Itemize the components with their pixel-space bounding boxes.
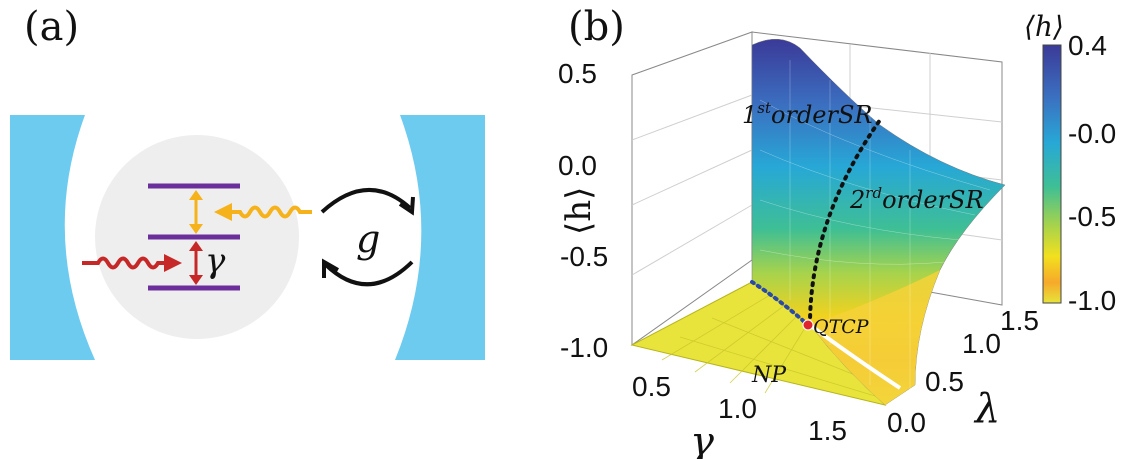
x-tick-1: 1.0 <box>718 393 757 424</box>
x-tick-0: 0.5 <box>632 371 671 402</box>
z-tick-0: 0.5 <box>558 58 597 89</box>
coupling-arrows-icon <box>320 187 415 287</box>
coupling-symbol: g <box>356 217 380 261</box>
colorbar-tick-2: -0.5 <box>1068 201 1116 232</box>
upper-transition-arrow <box>189 190 203 234</box>
yellow-photon-icon <box>214 203 312 221</box>
np-label: NP <box>751 363 787 388</box>
gamma-symbol: γ <box>205 241 226 281</box>
y-tick-0: 0.0 <box>887 407 926 438</box>
first-order-label: 1storderSR <box>742 99 873 129</box>
qtcp-label: QTCP <box>813 316 870 338</box>
z-tick-2: -0.5 <box>560 241 608 272</box>
colorbar-tick-3: -1.0 <box>1068 285 1116 316</box>
y-axis-label: λ <box>973 386 1000 432</box>
first-order-dotted-line <box>808 118 882 327</box>
y-tick-2: 1.0 <box>962 328 1001 359</box>
colorbar-gradient <box>1042 44 1062 304</box>
panel-a-label: (a) <box>24 4 79 50</box>
left-mirror <box>10 115 95 360</box>
np-boundary-dotted-line <box>750 280 810 327</box>
z-tick-1: 0.0 <box>558 150 597 181</box>
lower-transition-arrow <box>189 241 203 285</box>
surface-mesh <box>759 60 991 390</box>
colorbar: ⟨h⟩ 0.4 -0.0 -0.5 -1.0 <box>1024 10 1116 316</box>
colorbar-tick-0: 0.4 <box>1068 30 1107 61</box>
x-tick-2: 1.5 <box>808 415 847 446</box>
second-order-label: 2rdorderSR <box>849 184 984 214</box>
colorbar-tick-1: -0.0 <box>1068 118 1116 149</box>
panel-b: (b) <box>558 4 1116 459</box>
red-photon-icon <box>82 254 182 272</box>
surface-lower-wedge <box>810 270 940 405</box>
z-tick-3: -1.0 <box>560 332 608 363</box>
y-tick-3: 1.5 <box>1000 305 1039 336</box>
qtcp-point <box>802 319 814 331</box>
x-axis: 0.5 1.0 1.5 γ <box>632 371 847 459</box>
panel-a: (a) γ <box>10 4 485 360</box>
second-order-critical-line <box>808 323 902 390</box>
floor-grid <box>661 294 876 397</box>
colorbar-title: ⟨h⟩ <box>1024 10 1064 43</box>
x-axis-label: γ <box>690 419 714 459</box>
panel-b-label: (b) <box>568 4 625 50</box>
z-axis: 0.5 0.0 -0.5 -1.0 ⟨h⟩ <box>558 58 608 363</box>
z-axis-label: ⟨h⟩ <box>559 187 599 235</box>
y-axis: 0.0 0.5 1.0 1.5 λ <box>887 305 1039 438</box>
right-mirror <box>395 115 485 360</box>
y-tick-1: 0.5 <box>925 366 964 397</box>
